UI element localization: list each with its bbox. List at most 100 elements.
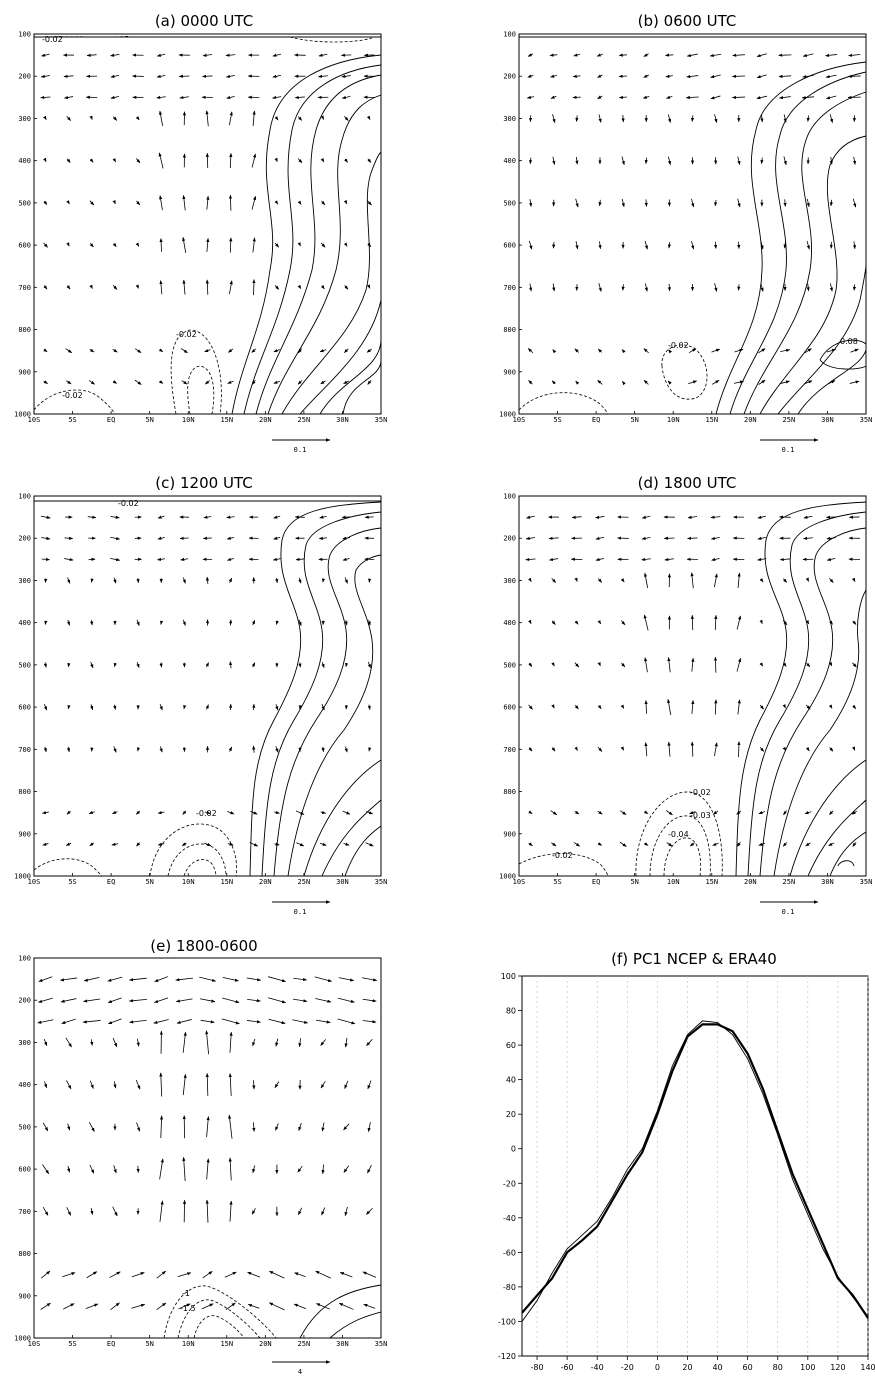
panel-c-vectors [40,515,375,847]
x-tick-label: 25N [298,878,311,886]
wind-vector [342,536,351,540]
wind-vector [135,284,139,289]
y-tick-label: 300 [503,577,516,585]
wind-vector [222,976,239,982]
wind-vector [642,95,650,99]
wind-vector [298,116,303,121]
y-tick-label: 800 [18,326,31,334]
wind-vector [319,515,327,519]
wind-vector [272,95,282,100]
wind-vector [113,577,117,584]
wind-vector [274,157,278,163]
wind-vector [112,1206,118,1217]
panel-b-contour-label: -0.02 [668,341,689,350]
wind-vector [252,1122,256,1132]
wind-vector [229,1031,233,1053]
wind-vector [112,158,117,163]
wind-vector [110,1302,120,1311]
x-tick-label: 30N [821,878,834,886]
wind-vector [297,200,302,205]
wind-vector [362,998,377,1003]
wind-vector [574,662,580,668]
panel-e-contours [299,1284,382,1339]
wind-vector [316,1303,331,1310]
panel-e-reference-vector: 4 [272,1360,331,1376]
wind-vector [225,1302,236,1310]
wind-vector [154,997,169,1003]
wind-vector [136,1038,140,1047]
wind-vector [318,536,328,540]
y-tick-label: 200 [503,535,516,543]
wind-vector [157,842,165,846]
wind-vector [89,1080,94,1089]
wind-vector [204,349,211,353]
wind-vector [38,997,53,1003]
wind-vector [110,515,120,519]
wind-vector [571,515,582,519]
wind-vector [711,348,721,353]
wind-vector [782,662,787,667]
wind-vector [227,380,234,384]
wind-vector [549,557,559,562]
wind-vector [113,662,117,668]
wind-vector [759,704,764,710]
wind-vector [574,348,580,353]
wind-vector [43,157,47,163]
wind-vector [227,810,235,815]
wind-vector [665,53,674,57]
wind-vector [620,704,625,709]
wind-vector [157,811,165,815]
wind-vector [551,704,555,709]
panel-c-frame [33,495,382,877]
wind-vector [296,842,305,847]
x-tick-label: 20N [259,878,272,886]
wind-vector [597,810,603,815]
wind-vector [67,577,71,584]
x-tick-label: 20N [259,1340,272,1348]
wind-vector [129,977,147,982]
wind-vector [343,842,350,846]
wind-vector [783,156,787,166]
wind-vector [67,1165,71,1173]
wind-vector [366,115,371,120]
wind-vector [66,1080,72,1090]
y-tick-label: 100 [18,955,31,963]
wind-vector [551,577,556,583]
wind-vector [690,741,694,757]
wind-vector [206,1158,210,1180]
y-tick-label: 20 [506,1110,516,1119]
panel-d-contour-label: -0.03 [690,811,711,820]
wind-vector [159,1158,164,1180]
wind-vector [315,998,332,1003]
wind-vector [43,200,48,205]
wind-vector [344,1080,349,1089]
panel-a: (a) 0000 UTC -0.02 -0.02 -0.02 100 200 300… [14,12,387,454]
y-tick-label: 1000 [14,1335,31,1343]
wind-vector [783,199,787,207]
wind-vector [686,74,699,79]
wind-vector [667,156,672,166]
wind-vector [618,95,627,99]
wind-vector [529,157,533,165]
x-tick-label: 15N [705,878,718,886]
wind-vector [852,241,857,250]
y-tick-label: 100 [503,31,516,39]
wind-vector [41,557,50,561]
panel-e-frame [33,957,382,1339]
wind-vector [249,842,259,847]
wind-vector [135,810,141,815]
x-tick-label: 100 [800,1363,815,1372]
wind-vector [340,53,352,57]
wind-vector [643,614,649,631]
wind-vector [573,842,580,847]
wind-vector [598,199,602,207]
wind-vector [760,240,764,250]
y-tick-label: 1000 [14,411,31,419]
wind-vector [551,842,557,847]
wind-vector [714,614,718,631]
wind-vector [43,242,48,248]
wind-vector [758,379,766,385]
wind-vector [112,810,118,815]
y-tick-label: 200 [18,535,31,543]
wind-vector [38,976,53,982]
